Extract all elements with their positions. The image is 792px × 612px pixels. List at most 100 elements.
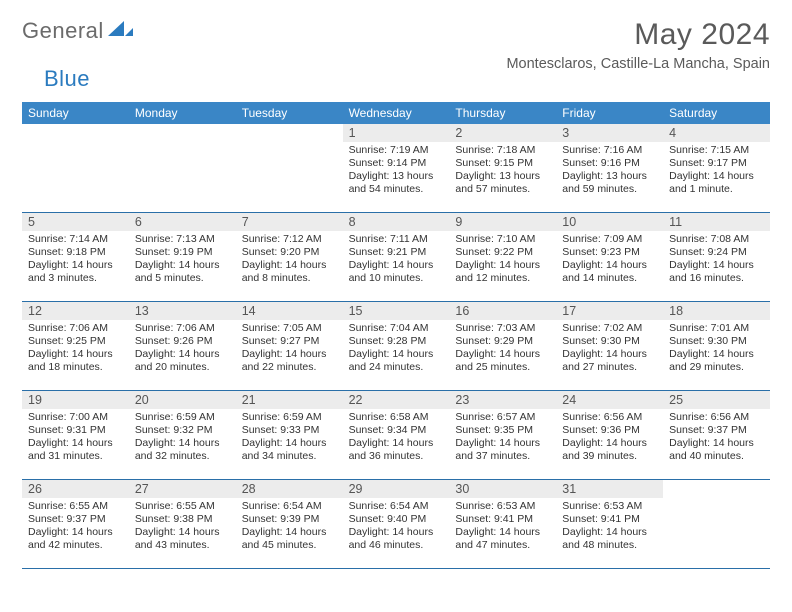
sunset-text: Sunset: 9:24 PM xyxy=(669,246,764,259)
sunset-text: Sunset: 9:25 PM xyxy=(28,335,123,348)
calendar-header-cell: Tuesday xyxy=(236,102,343,124)
sunset-text: Sunset: 9:28 PM xyxy=(349,335,444,348)
calendar-day-cell: 13Sunrise: 7:06 AMSunset: 9:26 PMDayligh… xyxy=(129,302,236,390)
day-info: Sunrise: 7:18 AMSunset: 9:15 PMDaylight:… xyxy=(455,144,550,197)
calendar-day-cell: 3 Sunrise: 7:16 AMSunset: 9:16 PMDaylight… xyxy=(556,124,663,212)
calendar-header-cell: Wednesday xyxy=(343,102,450,124)
day-number: 22 xyxy=(343,391,450,409)
sunrise-text: Sunrise: 7:12 AM xyxy=(242,233,337,246)
sunrise-text: Sunrise: 7:19 AM xyxy=(349,144,444,157)
sunset-text: Sunset: 9:34 PM xyxy=(349,424,444,437)
calendar-day-cell: 6Sunrise: 7:13 AMSunset: 9:19 PMDaylight… xyxy=(129,213,236,301)
brand-part2: Blue xyxy=(44,66,90,92)
calendar-day-cell: 28Sunrise: 6:54 AMSunset: 9:39 PMDayligh… xyxy=(236,480,343,568)
calendar-week-row: 19Sunrise: 7:00 AMSunset: 9:31 PMDayligh… xyxy=(22,391,770,480)
daylight-text: Daylight: 14 hours and 18 minutes. xyxy=(28,348,123,374)
month-title: May 2024 xyxy=(506,18,770,52)
daylight-text: Daylight: 14 hours and 8 minutes. xyxy=(242,259,337,285)
day-info: Sunrise: 7:12 AMSunset: 9:20 PMDaylight:… xyxy=(242,233,337,286)
calendar: SundayMondayTuesdayWednesdayThursdayFrid… xyxy=(22,102,770,569)
calendar-week-row: 5Sunrise: 7:14 AMSunset: 9:18 PMDaylight… xyxy=(22,213,770,302)
sunset-text: Sunset: 9:37 PM xyxy=(28,513,123,526)
day-number: 11 xyxy=(663,213,770,231)
day-info: Sunrise: 7:02 AMSunset: 9:30 PMDaylight:… xyxy=(562,322,657,375)
calendar-header-cell: Thursday xyxy=(449,102,556,124)
day-info: Sunrise: 6:59 AMSunset: 9:32 PMDaylight:… xyxy=(135,411,230,464)
sunrise-text: Sunrise: 7:09 AM xyxy=(562,233,657,246)
day-info: Sunrise: 6:55 AMSunset: 9:37 PMDaylight:… xyxy=(28,500,123,553)
calendar-day-cell: 5Sunrise: 7:14 AMSunset: 9:18 PMDaylight… xyxy=(22,213,129,301)
sunrise-text: Sunrise: 6:56 AM xyxy=(562,411,657,424)
sunset-text: Sunset: 9:22 PM xyxy=(455,246,550,259)
calendar-day-cell: 2Sunrise: 7:18 AMSunset: 9:15 PMDaylight… xyxy=(449,124,556,212)
calendar-day-cell: 9Sunrise: 7:10 AMSunset: 9:22 PMDaylight… xyxy=(449,213,556,301)
sunrise-text: Sunrise: 6:58 AM xyxy=(349,411,444,424)
calendar-day-cell: 8Sunrise: 7:11 AMSunset: 9:21 PMDaylight… xyxy=(343,213,450,301)
calendar-day-cell: 26 Sunrise: 6:55 AMSunset: 9:37 PMDayligh… xyxy=(22,480,129,568)
sunrise-text: Sunrise: 7:03 AM xyxy=(455,322,550,335)
day-info: Sunrise: 6:56 AMSunset: 9:36 PMDaylight:… xyxy=(562,411,657,464)
day-number: 9 xyxy=(449,213,556,231)
calendar-day-cell: 30Sunrise: 6:53 AMSunset: 9:41 PMDayligh… xyxy=(449,480,556,568)
calendar-day-cell: 4Sunrise: 7:15 AMSunset: 9:17 PMDaylight… xyxy=(663,124,770,212)
day-number: 26 xyxy=(22,480,129,498)
calendar-day-cell: 1Sunrise: 7:19 AMSunset: 9:14 PMDaylight… xyxy=(343,124,450,212)
day-number: 13 xyxy=(129,302,236,320)
sunrise-text: Sunrise: 7:01 AM xyxy=(669,322,764,335)
calendar-week-row: 26Sunrise: 6:55 AMSunset: 9:37 PMDayligh… xyxy=(22,480,770,569)
sunset-text: Sunset: 9:30 PM xyxy=(669,335,764,348)
day-number: 15 xyxy=(343,302,450,320)
daylight-text: Daylight: 14 hours and 40 minutes. xyxy=(669,437,764,463)
sunrise-text: Sunrise: 7:02 AM xyxy=(562,322,657,335)
daylight-text: Daylight: 14 hours and 36 minutes. xyxy=(349,437,444,463)
day-info: Sunrise: 7:19 AMSunset: 9:14 PMDaylight:… xyxy=(349,144,444,197)
daylight-text: Daylight: 14 hours and 43 minutes. xyxy=(135,526,230,552)
day-number: 21 xyxy=(236,391,343,409)
sunrise-text: Sunrise: 7:14 AM xyxy=(28,233,123,246)
sunset-text: Sunset: 9:29 PM xyxy=(455,335,550,348)
sunrise-text: Sunrise: 6:55 AM xyxy=(135,500,230,513)
daylight-text: Daylight: 14 hours and 12 minutes. xyxy=(455,259,550,285)
sunrise-text: Sunrise: 7:04 AM xyxy=(349,322,444,335)
sunrise-text: Sunrise: 6:55 AM xyxy=(28,500,123,513)
sunrise-text: Sunrise: 6:59 AM xyxy=(135,411,230,424)
day-info: Sunrise: 6:59 AMSunset: 9:33 PMDaylight:… xyxy=(242,411,337,464)
calendar-header-row: SundayMondayTuesdayWednesdayThursdayFrid… xyxy=(22,102,770,124)
calendar-day-cell: 21 Sunrise: 6:59 AMSunset: 9:33 PMDayligh… xyxy=(236,391,343,479)
calendar-day-cell: 19Sunrise: 7:00 AMSunset: 9:31 PMDayligh… xyxy=(22,391,129,479)
calendar-header-cell: Sunday xyxy=(22,102,129,124)
calendar-day-cell: 15Sunrise: 7:04 AMSunset: 9:28 PMDayligh… xyxy=(343,302,450,390)
daylight-text: Daylight: 14 hours and 14 minutes. xyxy=(562,259,657,285)
calendar-day-cell: 29Sunrise: 6:54 AMSunset: 9:40 PMDayligh… xyxy=(343,480,450,568)
day-number: 19 xyxy=(22,391,129,409)
sunrise-text: Sunrise: 7:06 AM xyxy=(135,322,230,335)
sunrise-text: Sunrise: 7:15 AM xyxy=(669,144,764,157)
day-info: Sunrise: 6:57 AMSunset: 9:35 PMDaylight:… xyxy=(455,411,550,464)
day-info: Sunrise: 7:16 AMSunset: 9:16 PMDaylight:… xyxy=(562,144,657,197)
sunrise-text: Sunrise: 6:54 AM xyxy=(349,500,444,513)
daylight-text: Daylight: 14 hours and 1 minute. xyxy=(669,170,764,196)
day-number: 27 xyxy=(129,480,236,498)
daylight-text: Daylight: 14 hours and 20 minutes. xyxy=(135,348,230,374)
day-number: 17 xyxy=(556,302,663,320)
sunset-text: Sunset: 9:16 PM xyxy=(562,157,657,170)
sunrise-text: Sunrise: 6:57 AM xyxy=(455,411,550,424)
day-info: Sunrise: 6:55 AMSunset: 9:38 PMDaylight:… xyxy=(135,500,230,553)
sunset-text: Sunset: 9:36 PM xyxy=(562,424,657,437)
sunset-text: Sunset: 9:38 PM xyxy=(135,513,230,526)
day-number: 3 xyxy=(556,124,663,142)
sunrise-text: Sunrise: 7:16 AM xyxy=(562,144,657,157)
sunset-text: Sunset: 9:27 PM xyxy=(242,335,337,348)
logo-mark-icon xyxy=(106,18,134,44)
day-info: Sunrise: 7:15 AMSunset: 9:17 PMDaylight:… xyxy=(669,144,764,197)
calendar-day-cell: 12Sunrise: 7:06 AMSunset: 9:25 PMDayligh… xyxy=(22,302,129,390)
sunset-text: Sunset: 9:15 PM xyxy=(455,157,550,170)
calendar-day-cell xyxy=(22,124,129,212)
day-number: 31 xyxy=(556,480,663,498)
sunset-text: Sunset: 9:19 PM xyxy=(135,246,230,259)
sunrise-text: Sunrise: 7:08 AM xyxy=(669,233,764,246)
calendar-day-cell: 22 Sunrise: 6:58 AMSunset: 9:34 PMDayligh… xyxy=(343,391,450,479)
day-number: 28 xyxy=(236,480,343,498)
calendar-week-row: 12Sunrise: 7:06 AMSunset: 9:25 PMDayligh… xyxy=(22,302,770,391)
calendar-body: 1Sunrise: 7:19 AMSunset: 9:14 PMDaylight… xyxy=(22,124,770,569)
